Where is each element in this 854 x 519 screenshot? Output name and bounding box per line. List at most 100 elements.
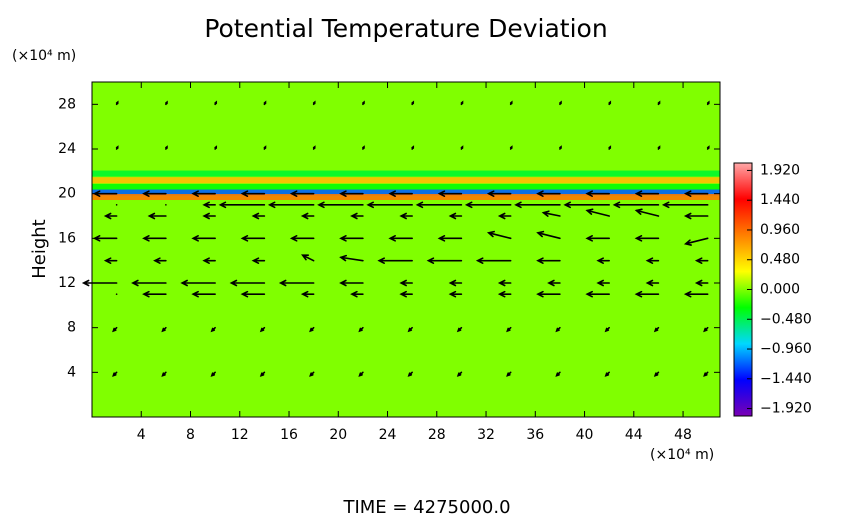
- vector-arrow: [541, 210, 561, 217]
- y-tick-label: 4: [67, 364, 76, 380]
- vector-arrow: [153, 257, 167, 264]
- vector-arrow: [536, 290, 561, 298]
- vector-arrow: [426, 257, 463, 264]
- vector-arrow: [210, 371, 216, 377]
- vector-arrow: [112, 326, 118, 333]
- vector-arrow: [165, 100, 168, 106]
- vector-arrow: [289, 190, 315, 197]
- vector-arrow: [608, 145, 612, 150]
- field-background: [92, 82, 720, 417]
- vector-arrow: [475, 257, 512, 264]
- x-tick-label: 16: [280, 427, 298, 443]
- vector-arrow: [608, 100, 612, 106]
- y-unit: (×10⁴ m): [12, 48, 76, 64]
- colorbar-tick-label: 0.480: [760, 252, 800, 268]
- vector-arrow: [161, 326, 167, 333]
- vector-arrow: [240, 190, 266, 197]
- vector-arrow: [388, 190, 413, 197]
- vector-arrow: [460, 100, 464, 106]
- vector-arrow: [536, 190, 561, 197]
- footer: TIME = 4275000.0: [342, 497, 510, 518]
- vector-arrow: [339, 254, 364, 262]
- vector-arrow: [229, 279, 266, 287]
- vector-arrow: [486, 230, 512, 240]
- vector-arrow: [612, 201, 660, 209]
- vector-arrow: [309, 371, 315, 377]
- vector-arrow: [103, 212, 118, 220]
- x-tick-label: 48: [674, 427, 692, 443]
- vector-arrow: [309, 326, 315, 333]
- vector-arrow: [596, 257, 610, 264]
- vector-arrow: [377, 257, 413, 264]
- vector-arrow: [506, 326, 512, 333]
- vector-arrow: [456, 326, 463, 333]
- vector-arrow: [657, 100, 661, 106]
- y-axis-label: Height: [29, 219, 50, 279]
- vector-arrow: [259, 371, 266, 377]
- vector-arrow: [604, 371, 610, 377]
- vector-arrow: [585, 190, 610, 197]
- vector-arrow: [497, 279, 512, 287]
- vector-arrow: [214, 100, 218, 106]
- vector-arrow: [218, 201, 266, 209]
- vector-arrow: [555, 326, 561, 333]
- vector-arrow: [358, 326, 364, 333]
- vector-arrow: [103, 257, 118, 264]
- vector-arrow: [312, 145, 316, 150]
- vector-arrow: [585, 290, 610, 298]
- vector-arrow: [300, 212, 315, 220]
- vector-arrow: [165, 145, 168, 150]
- vector-arrow: [388, 235, 413, 242]
- vector-arrow: [399, 290, 413, 298]
- vector-arrow: [683, 237, 709, 246]
- heat-band: [92, 183, 720, 190]
- vector-arrow: [362, 100, 365, 106]
- vector-arrow: [142, 235, 167, 242]
- vector-arrow: [240, 290, 266, 298]
- vector-arrow: [191, 235, 216, 242]
- vector-arrow: [547, 279, 561, 287]
- x-tick-label: 36: [526, 427, 544, 443]
- vector-arrow: [585, 235, 610, 242]
- x-tick-label: 40: [576, 427, 594, 443]
- vector-arrow: [683, 212, 709, 220]
- vector-arrow: [585, 208, 610, 217]
- vector-arrow: [509, 145, 513, 150]
- vector-arrow: [536, 257, 561, 264]
- heat-band: [92, 170, 720, 177]
- vector-arrow: [645, 279, 660, 287]
- x-tick-label: 4: [137, 427, 146, 443]
- vector-arrow: [437, 190, 463, 197]
- vector-arrow: [300, 290, 315, 298]
- vector-arrow: [362, 145, 365, 150]
- vector-arrow: [191, 190, 216, 197]
- vector-arrow: [694, 279, 709, 287]
- x-tick-label: 12: [231, 427, 249, 443]
- x-tick-label: 28: [428, 427, 446, 443]
- colorbar-tick-label: −0.480: [760, 311, 812, 327]
- y-tick-label: 24: [58, 141, 76, 157]
- vector-arrow: [112, 371, 118, 377]
- heat-band: [92, 189, 720, 196]
- vector-arrow: [131, 279, 167, 287]
- vector-arrow: [661, 201, 709, 209]
- vector-arrow: [634, 290, 660, 298]
- vector-arrow: [317, 201, 364, 209]
- vector-arrow: [202, 201, 216, 209]
- vector-arrow: [497, 290, 512, 298]
- vector-arrow: [289, 235, 315, 242]
- vector-arrow: [263, 145, 267, 150]
- vector-arrow: [312, 100, 316, 106]
- vector-arrow: [350, 290, 364, 298]
- vector-arrow: [251, 257, 266, 264]
- vector-arrow: [497, 212, 512, 220]
- vector-arrow: [464, 201, 512, 209]
- vector-arrow: [358, 371, 364, 377]
- vector-arrow: [142, 290, 167, 298]
- x-tick-label: 20: [329, 427, 347, 443]
- vector-arrow: [214, 145, 218, 150]
- vector-arrow: [210, 326, 216, 333]
- vector-arrow: [339, 190, 364, 197]
- vector-arrow: [399, 212, 413, 220]
